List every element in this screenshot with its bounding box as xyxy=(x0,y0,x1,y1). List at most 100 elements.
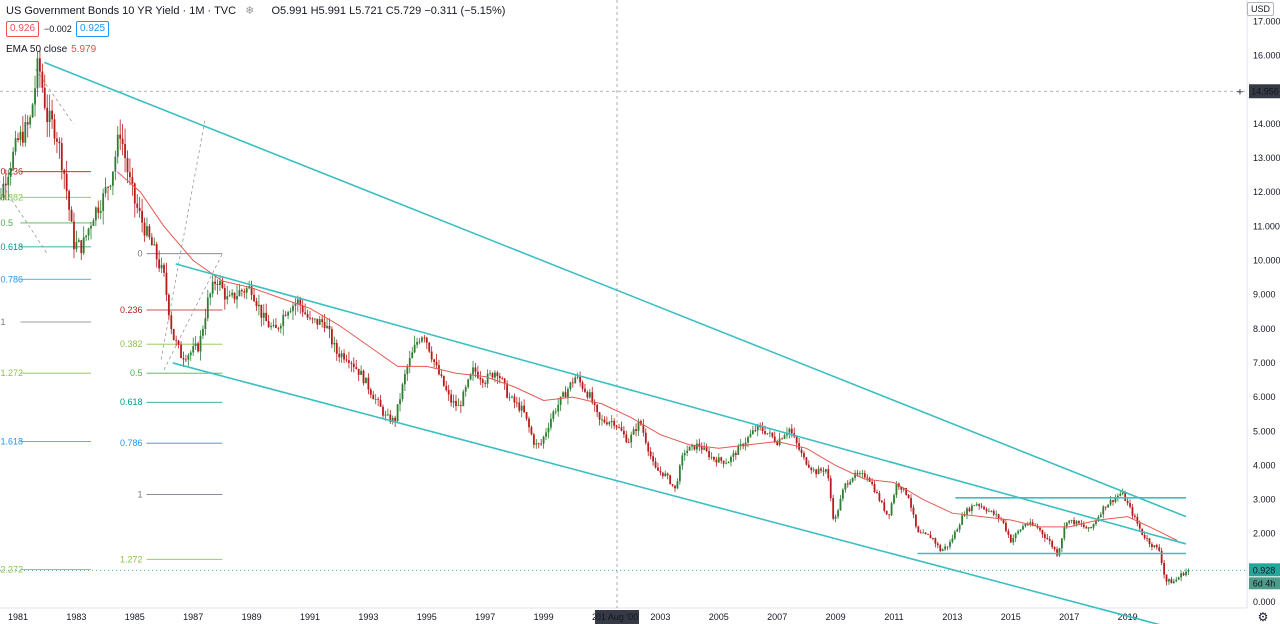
candle-body xyxy=(1048,539,1051,542)
candle-body xyxy=(995,514,998,516)
symbol-title[interactable]: US Government Bonds 10 YR Yield · 1M · T… xyxy=(6,5,237,17)
fib-level-label: 0.618 xyxy=(0,242,23,252)
candle-body xyxy=(613,420,616,426)
fib-level-label: 1.618 xyxy=(0,436,23,446)
ema-legend[interactable]: EMA 50 close 5.979 xyxy=(6,44,96,55)
candle-body xyxy=(554,411,557,413)
candle-body xyxy=(859,473,861,475)
candle-body xyxy=(404,374,406,385)
candle-body xyxy=(14,138,17,152)
candle-body xyxy=(141,210,143,223)
candle-body xyxy=(491,373,494,378)
candle-body xyxy=(150,237,153,246)
candle-body xyxy=(328,325,331,330)
crosshair-date-box xyxy=(595,610,639,624)
candle-body xyxy=(744,442,747,447)
candle-body xyxy=(1063,526,1066,539)
candle-body xyxy=(676,481,679,489)
candle-body xyxy=(408,358,411,367)
candle-body xyxy=(304,312,307,314)
candle-body xyxy=(674,485,676,489)
ask-price-box[interactable]: 0.925 xyxy=(76,21,110,37)
candle-body xyxy=(214,281,216,284)
candle-body xyxy=(469,374,472,380)
candle-body xyxy=(803,453,805,458)
candle-body xyxy=(270,326,272,328)
candle-body xyxy=(800,449,803,454)
candle-body xyxy=(379,399,382,407)
candle-body xyxy=(632,429,635,435)
y-tick-label: 7.000 xyxy=(1253,358,1276,368)
candle-body xyxy=(1153,545,1156,548)
candle-body xyxy=(1163,562,1165,575)
candle-body xyxy=(1158,547,1161,551)
candle-body xyxy=(126,158,129,173)
fib-level-label: 0.382 xyxy=(0,192,23,202)
candle-body xyxy=(39,58,41,72)
candle-body xyxy=(367,377,370,390)
candle-body xyxy=(576,376,579,378)
bid-price-box[interactable]: 0.926 xyxy=(6,21,40,37)
candle-body xyxy=(289,311,292,313)
candle-body xyxy=(949,541,951,547)
candle-body xyxy=(698,443,701,447)
candle-body xyxy=(56,138,58,142)
candle-body xyxy=(377,399,380,400)
candle-body xyxy=(503,378,506,384)
y-tick-label: 16.000 xyxy=(1253,51,1280,61)
candle-body xyxy=(627,442,630,444)
candle-body xyxy=(331,329,333,345)
candle-body xyxy=(540,443,543,445)
candle-body xyxy=(131,177,134,184)
candle-body xyxy=(401,384,404,400)
candle-body xyxy=(445,385,448,391)
candle-body xyxy=(2,183,5,198)
candle-body xyxy=(236,295,238,300)
candle-body xyxy=(705,447,708,452)
candle-body xyxy=(1160,550,1163,563)
candle-body xyxy=(1005,522,1007,531)
candle-body xyxy=(919,532,922,534)
candle-body xyxy=(717,457,720,463)
candle-body xyxy=(245,288,248,293)
candle-body xyxy=(177,340,180,345)
candle-body xyxy=(348,360,350,363)
candle-body xyxy=(776,441,779,445)
candle-body xyxy=(535,443,538,445)
candle-body xyxy=(812,469,815,471)
candle-body xyxy=(382,406,384,416)
candle-body xyxy=(94,207,97,221)
candle-body xyxy=(73,221,75,250)
candle-body xyxy=(917,526,920,533)
gear-icon[interactable]: ⚙ xyxy=(1258,610,1269,624)
candle-body xyxy=(80,240,83,254)
candle-body xyxy=(1002,519,1005,523)
candle-body xyxy=(958,524,961,530)
candle-body xyxy=(912,507,915,515)
candle-body xyxy=(1017,531,1019,534)
candle-body xyxy=(739,444,742,447)
candle-body xyxy=(1124,492,1127,501)
currency-badge[interactable]: USD xyxy=(1246,2,1274,16)
add-alert-plus-icon[interactable]: + xyxy=(1237,86,1243,98)
candle-body xyxy=(425,337,428,343)
candle-body xyxy=(1058,548,1061,556)
candle-body xyxy=(1070,520,1073,521)
candle-body xyxy=(158,259,161,269)
candle-body xyxy=(839,498,842,511)
candle-body xyxy=(642,424,645,433)
candle-body xyxy=(630,434,633,443)
snowflake-icon[interactable]: ❄ xyxy=(245,5,255,17)
candle-body xyxy=(635,429,637,431)
y-tick-label: 10.000 xyxy=(1253,256,1280,266)
candle-body xyxy=(1099,514,1102,517)
candle-body xyxy=(153,244,156,246)
candle-body xyxy=(90,225,92,229)
candle-body xyxy=(537,443,540,445)
candle-body xyxy=(467,379,470,388)
candle-body xyxy=(223,287,226,300)
x-tick-label: 2005 xyxy=(709,612,729,622)
candle-body xyxy=(530,427,533,435)
candle-body xyxy=(593,402,596,405)
